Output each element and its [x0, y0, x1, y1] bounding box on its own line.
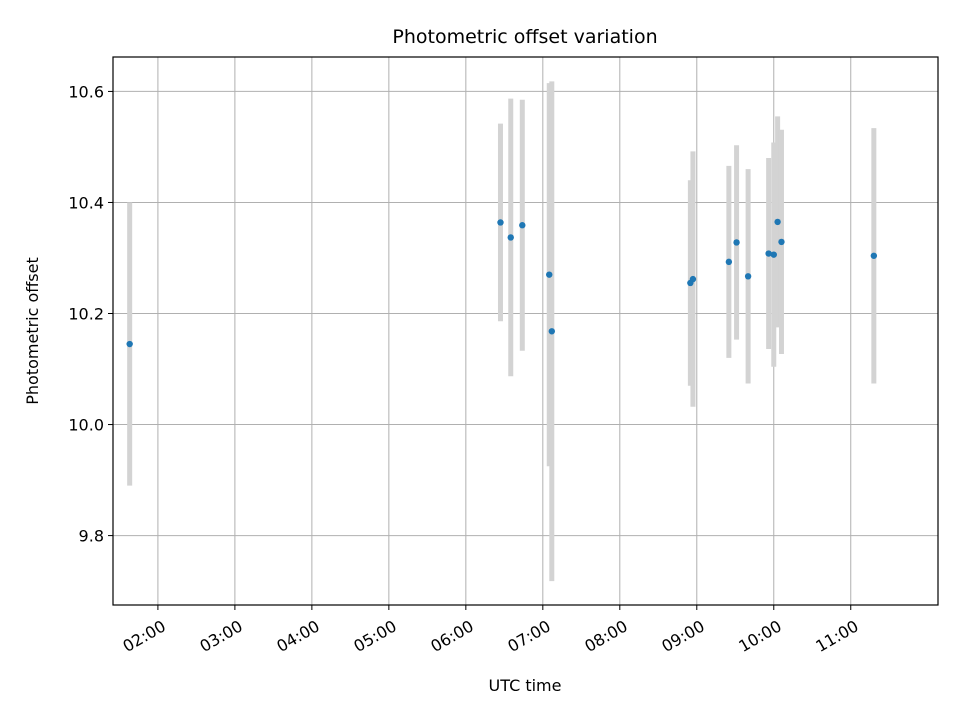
y-tick-label: 10.4	[68, 193, 104, 212]
y-axis-title: Photometric offset	[23, 257, 42, 405]
data-point	[507, 234, 514, 241]
data-point	[733, 239, 740, 246]
y-tick-label: 10.2	[68, 305, 104, 324]
y-tick-label: 10.6	[68, 82, 104, 101]
data-point	[765, 250, 772, 257]
data-point	[744, 273, 752, 280]
x-axis-title: UTC time	[489, 676, 562, 695]
plot-frame	[112, 56, 939, 606]
data-point	[497, 219, 504, 226]
data-point	[774, 218, 781, 226]
y-tick-label: 9.8	[79, 527, 104, 546]
data-points	[126, 218, 878, 348]
data-point	[548, 328, 556, 335]
data-point	[770, 251, 777, 258]
data-point	[870, 252, 878, 259]
grid-lines	[113, 57, 938, 605]
y-tick-label: 10.0	[68, 416, 104, 435]
data-point	[546, 271, 553, 278]
data-point	[778, 238, 785, 246]
data-point	[689, 275, 697, 283]
data-point	[519, 222, 526, 229]
y-axis-ticks: 9.8 10.0 10.2 10.4 10.6	[68, 82, 113, 546]
data-point	[126, 340, 133, 348]
data-point	[725, 258, 733, 266]
chart-title: Photometric offset variation	[392, 26, 657, 48]
